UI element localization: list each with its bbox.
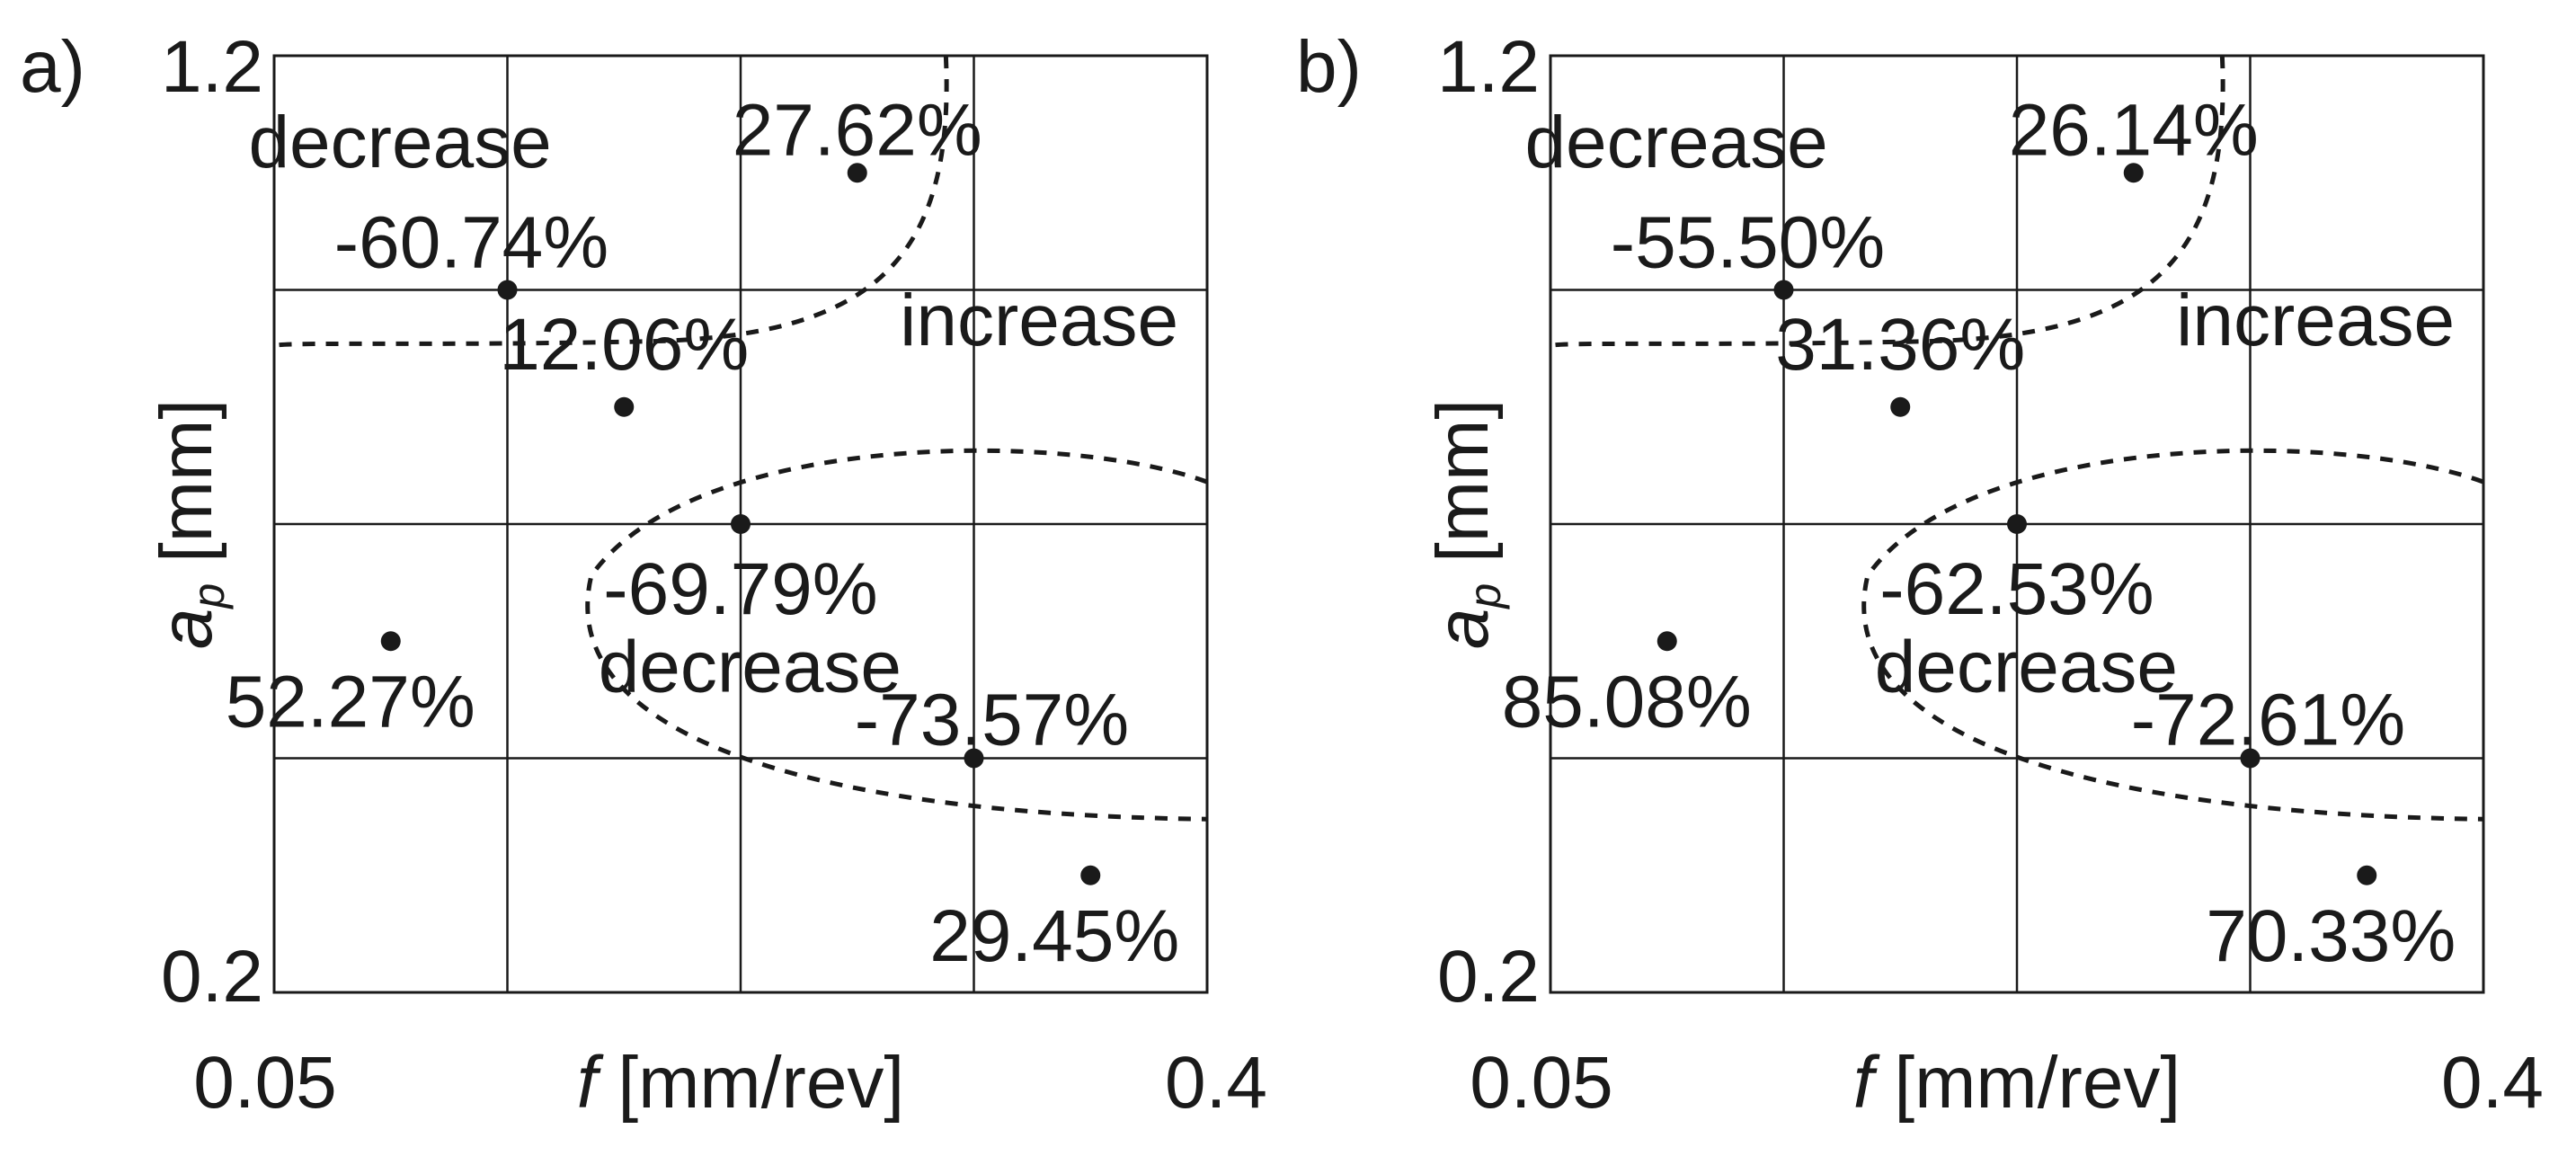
data-point [847, 163, 867, 183]
region-boundary-ellipse [585, 448, 1208, 822]
y-axis-label: ap [mm] [1422, 399, 1510, 649]
data-point [380, 631, 401, 652]
data-label: -62.53% [1879, 548, 2154, 630]
data-label: 12.06% [499, 304, 749, 386]
data-label: 31.36% [1775, 304, 2025, 386]
region-label-increase: increase [2176, 280, 2455, 361]
data-label: 26.14% [2009, 89, 2259, 171]
region-label-decrease: decrease [599, 627, 902, 708]
region-label-increase: increase [900, 280, 1178, 361]
y-tick-label: 1.2 [1437, 26, 1540, 108]
x-axis-label: f [mm/rev] [1853, 1042, 2181, 1124]
data-label: -60.74% [334, 202, 608, 284]
data-point [2240, 748, 2261, 769]
y-tick-label: 1.2 [161, 26, 263, 108]
data-label: -73.57% [855, 680, 1129, 761]
region-label-decrease: decrease [1524, 102, 1827, 183]
x-tick-label: 0.05 [193, 1042, 337, 1124]
x-tick-label: 0.4 [2441, 1042, 2544, 1124]
data-point [1657, 631, 1677, 652]
region-label-decrease: decrease [248, 102, 551, 183]
data-label: 29.45% [929, 895, 1179, 977]
y-axis-label: ap [mm] [146, 399, 234, 649]
region-label-decrease: decrease [1875, 627, 2178, 708]
data-label: 27.62% [733, 89, 982, 171]
data-point [2357, 865, 2377, 885]
data-point [614, 396, 635, 417]
data-point [731, 514, 751, 534]
panel-label: a) [20, 26, 85, 108]
y-tick-label: 0.2 [161, 936, 263, 1018]
data-label: -69.79% [603, 548, 877, 630]
panel-b: -55.50% 26.14% 31.36% -62.53% 85.08% -72.61% 7… [1296, 26, 2544, 1124]
x-tick-label: 0.4 [1165, 1042, 1267, 1124]
data-point [2123, 163, 2144, 183]
data-point [497, 280, 518, 300]
data-point [1080, 865, 1101, 885]
data-point [1773, 280, 1794, 300]
panel-label: b) [1296, 26, 1362, 108]
data-label: 70.33% [2206, 895, 2456, 977]
region-boundary-curve [271, 55, 949, 349]
data-point [964, 748, 984, 769]
x-tick-label: 0.05 [1470, 1042, 1613, 1124]
x-axis-label: f [mm/rev] [577, 1042, 904, 1124]
data-label: 85.08% [1502, 661, 1752, 743]
data-label: 52.27% [226, 661, 475, 743]
panel-a: -60.74% 27.62% 12.06% -69.79% 52.27% -73.57% 2… [20, 26, 1267, 1124]
region-boundary-ellipse [1861, 448, 2484, 822]
data-label: -55.50% [1611, 202, 1885, 284]
y-tick-label: 0.2 [1437, 936, 1540, 1018]
data-point [1890, 396, 1911, 417]
region-boundary-curve [1548, 55, 2225, 349]
data-point [2007, 514, 2027, 534]
data-label: -72.61% [2131, 680, 2405, 761]
